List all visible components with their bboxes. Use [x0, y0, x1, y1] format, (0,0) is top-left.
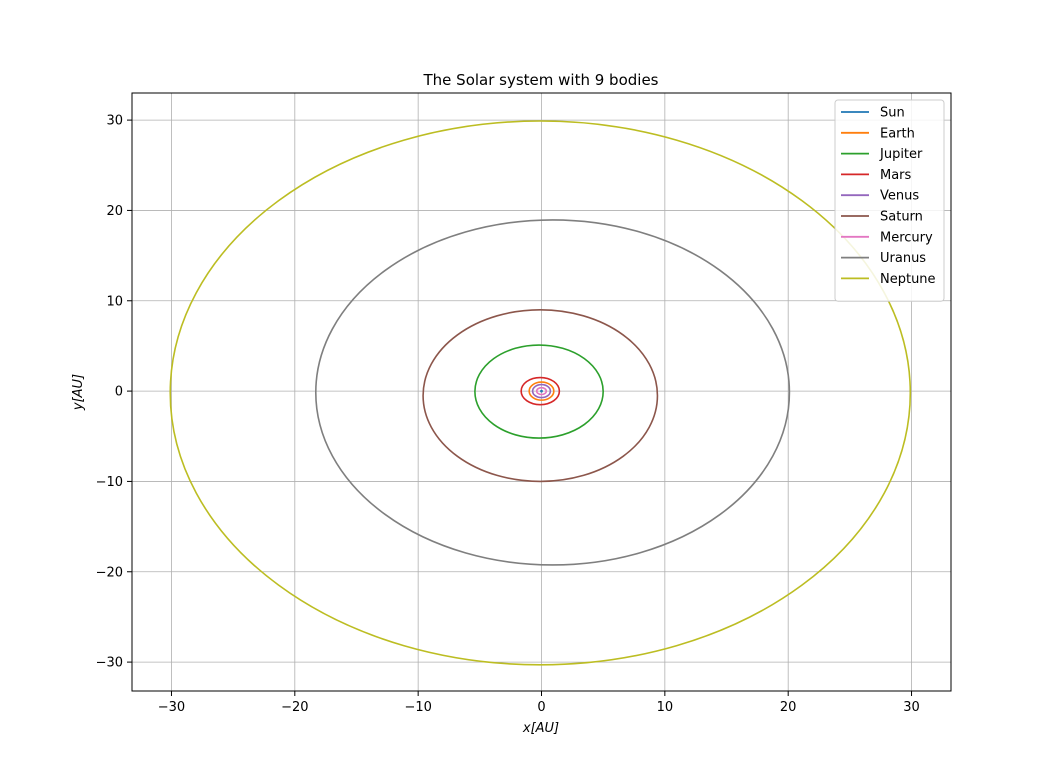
- legend-label-saturn: Saturn: [880, 210, 923, 225]
- orbit-line-venus: [531, 383, 552, 399]
- axis-ticks: −30 −20 −10 0 10 20 30 −30 −20 −10 0 10 20 30: [96, 114, 920, 715]
- legend-label-mars: Mars: [880, 168, 912, 183]
- y-tick-label: 10: [106, 294, 123, 309]
- x-tick-label: 30: [903, 700, 920, 715]
- legend-label-venus: Venus: [880, 189, 919, 204]
- orbit-line-mercury: [535, 386, 548, 396]
- x-tick-label: 0: [537, 700, 545, 715]
- orbit-line-sun: [540, 389, 543, 393]
- y-tick-label: 0: [115, 385, 123, 400]
- orbit-lines: [169, 120, 912, 666]
- x-tick-label: −30: [158, 700, 185, 715]
- legend-label-uranus: Uranus: [880, 251, 926, 266]
- orbit-line-jupiter: [474, 344, 604, 439]
- legend-label-earth: Earth: [880, 126, 915, 141]
- legend-label-jupiter: Jupiter: [879, 147, 923, 162]
- y-tick-label: −30: [96, 656, 123, 671]
- orbit-line-earth: [528, 381, 555, 401]
- y-tick-label: 20: [106, 204, 123, 219]
- x-axis-label: x[AU]: [522, 721, 559, 736]
- legend-label-neptune: Neptune: [880, 272, 936, 287]
- y-tick-label: −10: [96, 475, 123, 490]
- orbit-line-saturn: [422, 308, 659, 483]
- y-axis-label: y[AU]: [71, 374, 86, 411]
- legend: Sun Earth Jupiter Mars Venus Saturn Mercury Ura…: [834, 99, 945, 302]
- legend-label-sun: Sun: [880, 106, 905, 121]
- orbit-line-mars: [520, 376, 561, 406]
- orbit-line-uranus: [314, 219, 791, 566]
- y-tick-label: 30: [106, 114, 123, 129]
- x-tick-label: −20: [281, 700, 308, 715]
- y-tick-label: −20: [96, 565, 123, 580]
- legend-label-mercury: Mercury: [880, 230, 933, 245]
- x-tick-label: −10: [404, 700, 431, 715]
- x-tick-label: 10: [657, 700, 674, 715]
- chart-title: The Solar system with 9 bodies: [423, 71, 659, 89]
- x-tick-label: 20: [780, 700, 797, 715]
- legend-box: [834, 99, 945, 302]
- orbit-line-neptune: [169, 120, 912, 666]
